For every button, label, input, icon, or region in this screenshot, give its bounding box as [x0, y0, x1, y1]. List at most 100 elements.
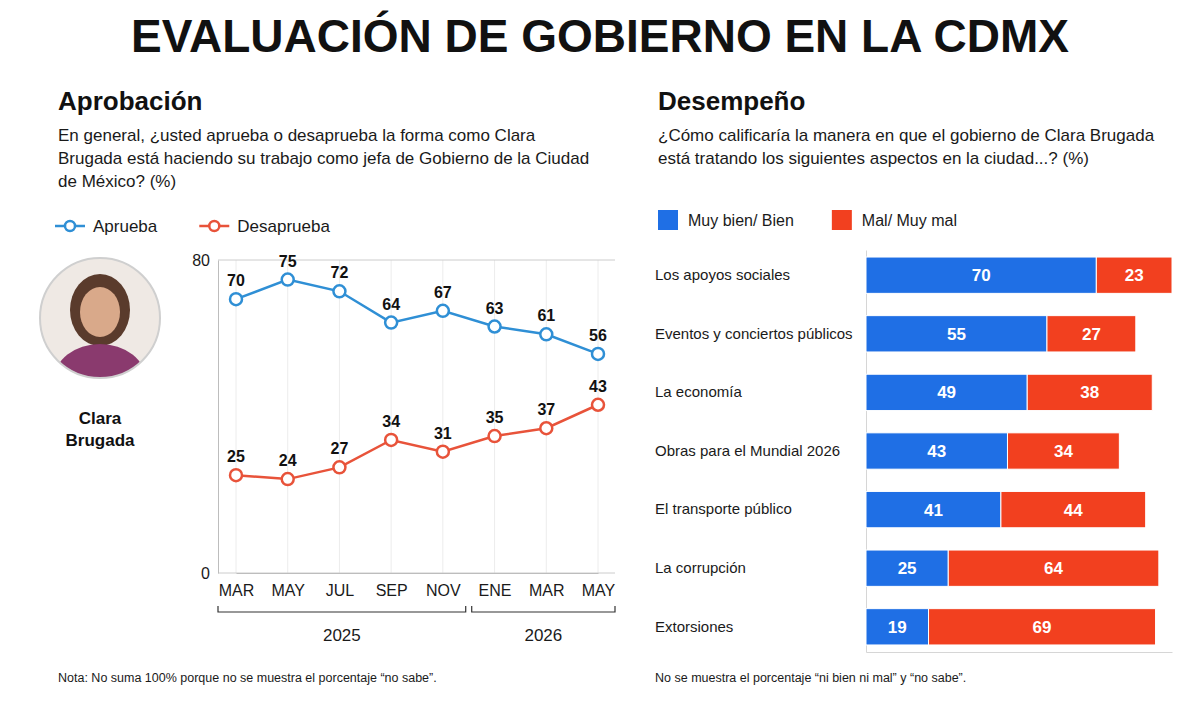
category-label: La economía [655, 383, 742, 400]
y-axis: 0 80 [192, 252, 218, 582]
x-tick-label: NOV [426, 582, 461, 599]
text-line: Brugada [66, 431, 136, 450]
x-axis: MARMAYJULSEPNOVENEMARMAY [219, 573, 616, 599]
series-marker [489, 430, 501, 442]
x-tick-label: SEP [376, 582, 408, 599]
y-tick: Los apoyos sociales [655, 266, 866, 283]
series-marker [489, 321, 501, 333]
bar-segment [866, 609, 929, 645]
y-grid-line [218, 260, 615, 261]
legend-swatch [832, 210, 852, 230]
data-label: 64 [1044, 559, 1063, 578]
data-label: 37 [537, 401, 555, 418]
series-marker [230, 469, 242, 481]
panel-subtitle: ¿Cómo calificaría la manera en que el go… [658, 126, 1155, 168]
x-axis-line [237, 573, 599, 574]
y-tick: La economía [655, 383, 866, 400]
data-label: 25 [898, 559, 917, 578]
x-tick: NOV [426, 573, 461, 599]
data-labels: 70757264676361562524273431353743 [227, 253, 607, 470]
data-label: 35 [486, 409, 504, 426]
legend-label: Aprueba [93, 217, 158, 236]
text-line: de México? (%) [58, 172, 176, 191]
data-label: 70 [227, 272, 245, 289]
x-tick-label: MAR [529, 582, 565, 599]
x-group: 2026 [472, 606, 615, 645]
data-label: 34 [1054, 442, 1073, 461]
approval-panel: AprobaciónEn general, ¿usted aprueba o d… [40, 86, 616, 685]
legend-item: Muy bien/ Bien [658, 210, 794, 230]
y-tick: 80 [192, 252, 218, 269]
data-label: 24 [279, 452, 297, 469]
series-marker [540, 422, 552, 434]
series-marker [282, 274, 294, 286]
category-label: La corrupción [655, 559, 746, 576]
x-group-bracket [472, 606, 615, 612]
data-label: 31 [434, 425, 452, 442]
series-marker [437, 446, 449, 458]
data-label: 19 [888, 618, 907, 637]
data-label: 49 [937, 383, 956, 402]
x-tick-label: MAY [271, 582, 305, 599]
category-label: Extorsiones [655, 618, 733, 635]
data-label: 64 [382, 296, 400, 313]
x-group-label: 2025 [323, 626, 361, 645]
bar-segment [866, 374, 1027, 410]
note: No se muestra el porcentaje “ni bien ni … [655, 671, 966, 685]
x-tick: MAR [529, 573, 565, 599]
y-tick: 0 [201, 565, 218, 582]
series-marker [592, 348, 604, 360]
plot-area [866, 257, 1172, 645]
x-group: 2025 [218, 606, 466, 645]
x-grid-line [339, 260, 340, 573]
data-label: 41 [924, 501, 943, 520]
legend-label: Mal/ Muy mal [862, 212, 957, 229]
portrait-body [54, 344, 146, 416]
series-marker [385, 317, 397, 329]
bar-segment [866, 257, 1096, 293]
y-axis-line [218, 261, 219, 574]
x-tick-label: MAY [582, 582, 616, 599]
series-marker [437, 305, 449, 317]
series-line [236, 280, 598, 354]
series-marker [230, 293, 242, 305]
data-label: 27 [331, 440, 349, 457]
bar-segment [866, 550, 948, 586]
series-marker [333, 461, 345, 473]
data-label: 75 [279, 253, 297, 270]
bar-segment [1096, 257, 1172, 293]
legend-item: Desaprueba [199, 217, 330, 236]
category-label: Eventos y conciertos públicos [655, 325, 853, 342]
bar-segment [1001, 491, 1146, 527]
legend-marker [65, 221, 75, 231]
data-labels: 7055494341251923273834446469 [888, 266, 1144, 637]
note: Nota: No suma 100% porque no se muestra … [58, 671, 437, 685]
panel-title: Desempeño [658, 86, 805, 116]
data-label: 56 [589, 327, 607, 344]
y-tick-label: 0 [201, 565, 210, 582]
data-label: 23 [1125, 266, 1144, 285]
bar-segment [929, 609, 1156, 645]
main-title: EVALUACIÓN DE GOBIERNO EN LA CDMX [131, 10, 1069, 62]
bar-segment [948, 550, 1159, 586]
portrait: ClaraBrugada [40, 258, 160, 450]
legend-swatch [658, 210, 678, 230]
performance-panel: Desempeño ¿Cómo calificaría la manera en … [655, 86, 1173, 685]
figure: EVALUACIÓN DE GOBIERNO EN LA CDMX Aprobac… [0, 0, 1200, 704]
data-label: 27 [1082, 325, 1101, 344]
panel-title: Aprobación [58, 86, 202, 116]
x-tick: SEP [376, 573, 408, 599]
category-label: El transporte público [655, 500, 792, 517]
plot-area [230, 274, 604, 486]
y-tick: La corrupción [655, 559, 866, 576]
legend-label: Muy bien/ Bien [688, 212, 794, 229]
data-label: 70 [972, 266, 991, 285]
data-label: 69 [1033, 618, 1052, 637]
text-line: está tratando los siguientes aspectos en… [658, 149, 1089, 168]
y-axis: Los apoyos sociales Eventos y conciertos … [655, 251, 867, 653]
series-marker [333, 285, 345, 297]
data-label: 43 [589, 378, 607, 395]
bar-segment [1027, 374, 1152, 410]
bar-segment [866, 491, 1001, 527]
x-tick: MAY [271, 573, 305, 599]
